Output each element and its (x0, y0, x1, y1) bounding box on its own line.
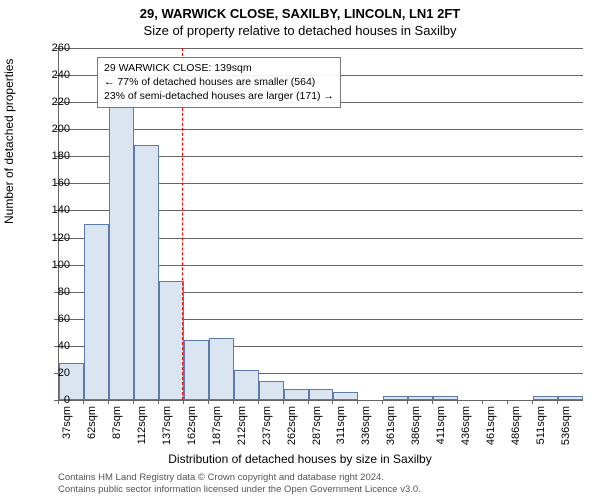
y-tick-mark (54, 319, 58, 320)
x-tick-mark (158, 400, 159, 404)
x-tick-mark (208, 400, 209, 404)
y-tick-mark (54, 292, 58, 293)
y-tick-mark (54, 210, 58, 211)
x-tick-mark (83, 400, 84, 404)
x-tick-label: 311sqm (335, 406, 347, 456)
x-tick-label: 536sqm (560, 406, 572, 456)
y-tick-mark (54, 75, 58, 76)
footer-line: Contains public sector information licen… (58, 484, 421, 496)
histogram-bar (234, 370, 259, 400)
x-tick-mark (507, 400, 508, 404)
histogram-bar (259, 381, 284, 400)
callout-line: 29 WARWICK CLOSE: 139sqm (104, 61, 334, 75)
y-tick-mark (54, 129, 58, 130)
x-tick-mark (482, 400, 483, 404)
footer-line: Contains HM Land Registry data © Crown c… (58, 472, 421, 484)
chart-container: 29, WARWICK CLOSE, SAXILBY, LINCOLN, LN1… (0, 0, 600, 500)
y-tick-mark (54, 238, 58, 239)
x-tick-mark (532, 400, 533, 404)
x-tick-label: 386sqm (410, 406, 422, 456)
title-sub: Size of property relative to detached ho… (0, 23, 600, 38)
x-tick-label: 137sqm (161, 406, 173, 456)
x-tick-label: 361sqm (385, 406, 397, 456)
y-tick-mark (54, 183, 58, 184)
callout-line: ← 77% of detached houses are smaller (56… (104, 75, 334, 89)
x-tick-label: 486sqm (510, 406, 522, 456)
histogram-bar (109, 105, 134, 400)
x-tick-mark (258, 400, 259, 404)
y-tick-mark (54, 102, 58, 103)
plot-area: 29 WARWICK CLOSE: 139sqm← 77% of detache… (58, 48, 583, 401)
x-tick-label: 87sqm (111, 406, 123, 456)
x-tick-mark (457, 400, 458, 404)
histogram-bar (309, 389, 334, 400)
x-tick-label: 336sqm (360, 406, 372, 456)
y-tick-mark (54, 265, 58, 266)
x-tick-label: 436sqm (460, 406, 472, 456)
x-tick-mark (283, 400, 284, 404)
y-tick-mark (54, 346, 58, 347)
x-tick-label: 511sqm (535, 406, 547, 456)
histogram-bar (333, 392, 358, 400)
x-tick-mark (357, 400, 358, 404)
histogram-bar (284, 389, 309, 400)
histogram-bar (558, 396, 583, 400)
histogram-bar (209, 338, 234, 400)
x-tick-label: 187sqm (211, 406, 223, 456)
histogram-bar (408, 396, 433, 400)
x-tick-label: 287sqm (311, 406, 323, 456)
x-tick-mark (233, 400, 234, 404)
histogram-bar (84, 224, 109, 400)
histogram-bar (433, 396, 458, 400)
histogram-bar (159, 281, 184, 400)
y-tick-mark (54, 373, 58, 374)
x-tick-mark (108, 400, 109, 404)
callout-line: 23% of semi-detached houses are larger (… (104, 89, 334, 103)
x-tick-label: 237sqm (261, 406, 273, 456)
x-tick-label: 212sqm (236, 406, 248, 456)
x-tick-mark (557, 400, 558, 404)
attribution-footer: Contains HM Land Registry data © Crown c… (58, 472, 421, 496)
histogram-bar (184, 340, 209, 400)
histogram-bar (533, 396, 558, 400)
x-tick-label: 62sqm (86, 406, 98, 456)
x-tick-label: 162sqm (186, 406, 198, 456)
title-main: 29, WARWICK CLOSE, SAXILBY, LINCOLN, LN1… (0, 0, 600, 21)
x-tick-mark (382, 400, 383, 404)
grid-line (59, 48, 583, 49)
callout-box: 29 WARWICK CLOSE: 139sqm← 77% of detache… (97, 57, 341, 108)
histogram-bar (383, 396, 408, 400)
y-tick-mark (54, 156, 58, 157)
x-tick-mark (308, 400, 309, 404)
x-tick-mark (332, 400, 333, 404)
x-tick-label: 262sqm (286, 406, 298, 456)
x-tick-label: 37sqm (61, 406, 73, 456)
x-tick-mark (432, 400, 433, 404)
y-axis-label: Number of detached properties (2, 59, 16, 224)
x-tick-mark (133, 400, 134, 404)
x-tick-mark (407, 400, 408, 404)
histogram-bar (134, 145, 159, 400)
x-tick-mark (183, 400, 184, 404)
y-tick-mark (54, 48, 58, 49)
x-tick-label: 112sqm (136, 406, 148, 456)
x-tick-mark (58, 400, 59, 404)
grid-line (59, 129, 583, 130)
x-tick-label: 411sqm (435, 406, 447, 456)
x-tick-label: 461sqm (485, 406, 497, 456)
